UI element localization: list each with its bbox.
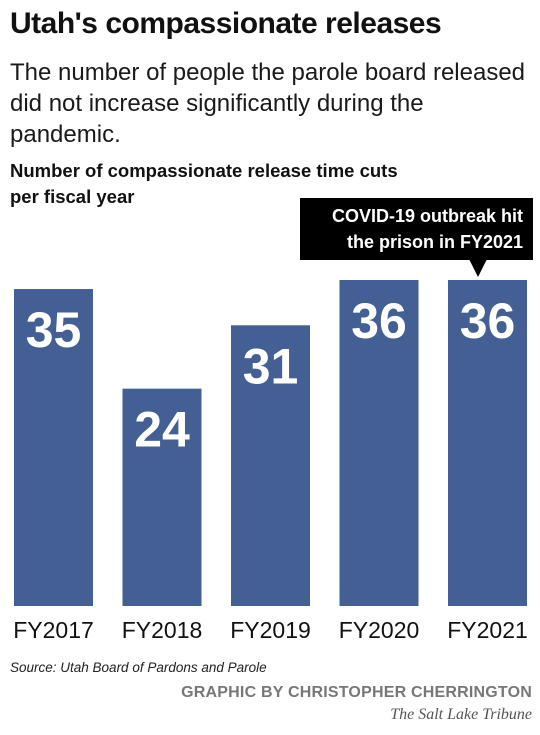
x-tick-label-fy2021: FY2021: [447, 617, 528, 643]
graphic-credit: GRAPHIC BY CHRISTOPHER CHERRINGTON: [181, 684, 532, 701]
x-tick-labels-group: FY2017 FY2018 FY2019 FY2020 FY2021: [13, 617, 528, 643]
value-labels-group: 35 24 31 36 36: [26, 293, 516, 458]
publisher-name: The Salt Lake Tribune: [390, 706, 532, 723]
chart-subtitle: The number of people the parole board re…: [10, 59, 526, 148]
bar-fy2021: [448, 280, 527, 606]
x-tick-label-fy2019: FY2019: [230, 617, 311, 643]
value-label-fy2020: 36: [351, 293, 407, 349]
source-note: Source: Utah Board of Pardons and Parole: [10, 660, 267, 675]
x-tick-label-fy2017: FY2017: [13, 617, 94, 643]
bars-group: [14, 280, 527, 606]
bar-fy2018: [122, 388, 202, 606]
value-label-fy2021: 36: [460, 293, 516, 349]
bar-fy2019: [231, 325, 310, 606]
x-tick-label-fy2018: FY2018: [122, 617, 203, 643]
value-label-fy2019: 31: [243, 338, 299, 394]
value-label-fy2017: 35: [26, 302, 82, 358]
chart-title: Utah's compassionate releases: [10, 7, 442, 40]
chart-label: Number of compassionate release time cut…: [10, 160, 398, 207]
bar-fy2017: [14, 289, 93, 606]
bar-fy2020: [339, 280, 419, 606]
covid-callout: COVID-19 outbreak hit the prison in FY20…: [300, 198, 533, 260]
bar-chart: 35 24 31 36 36 FY2017 FY2018 FY2019 FY2020 FY202…: [13, 280, 528, 643]
x-tick-label-fy2020: FY2020: [339, 617, 420, 643]
callout-pointer: [469, 259, 487, 277]
value-label-fy2018: 24: [134, 402, 190, 458]
